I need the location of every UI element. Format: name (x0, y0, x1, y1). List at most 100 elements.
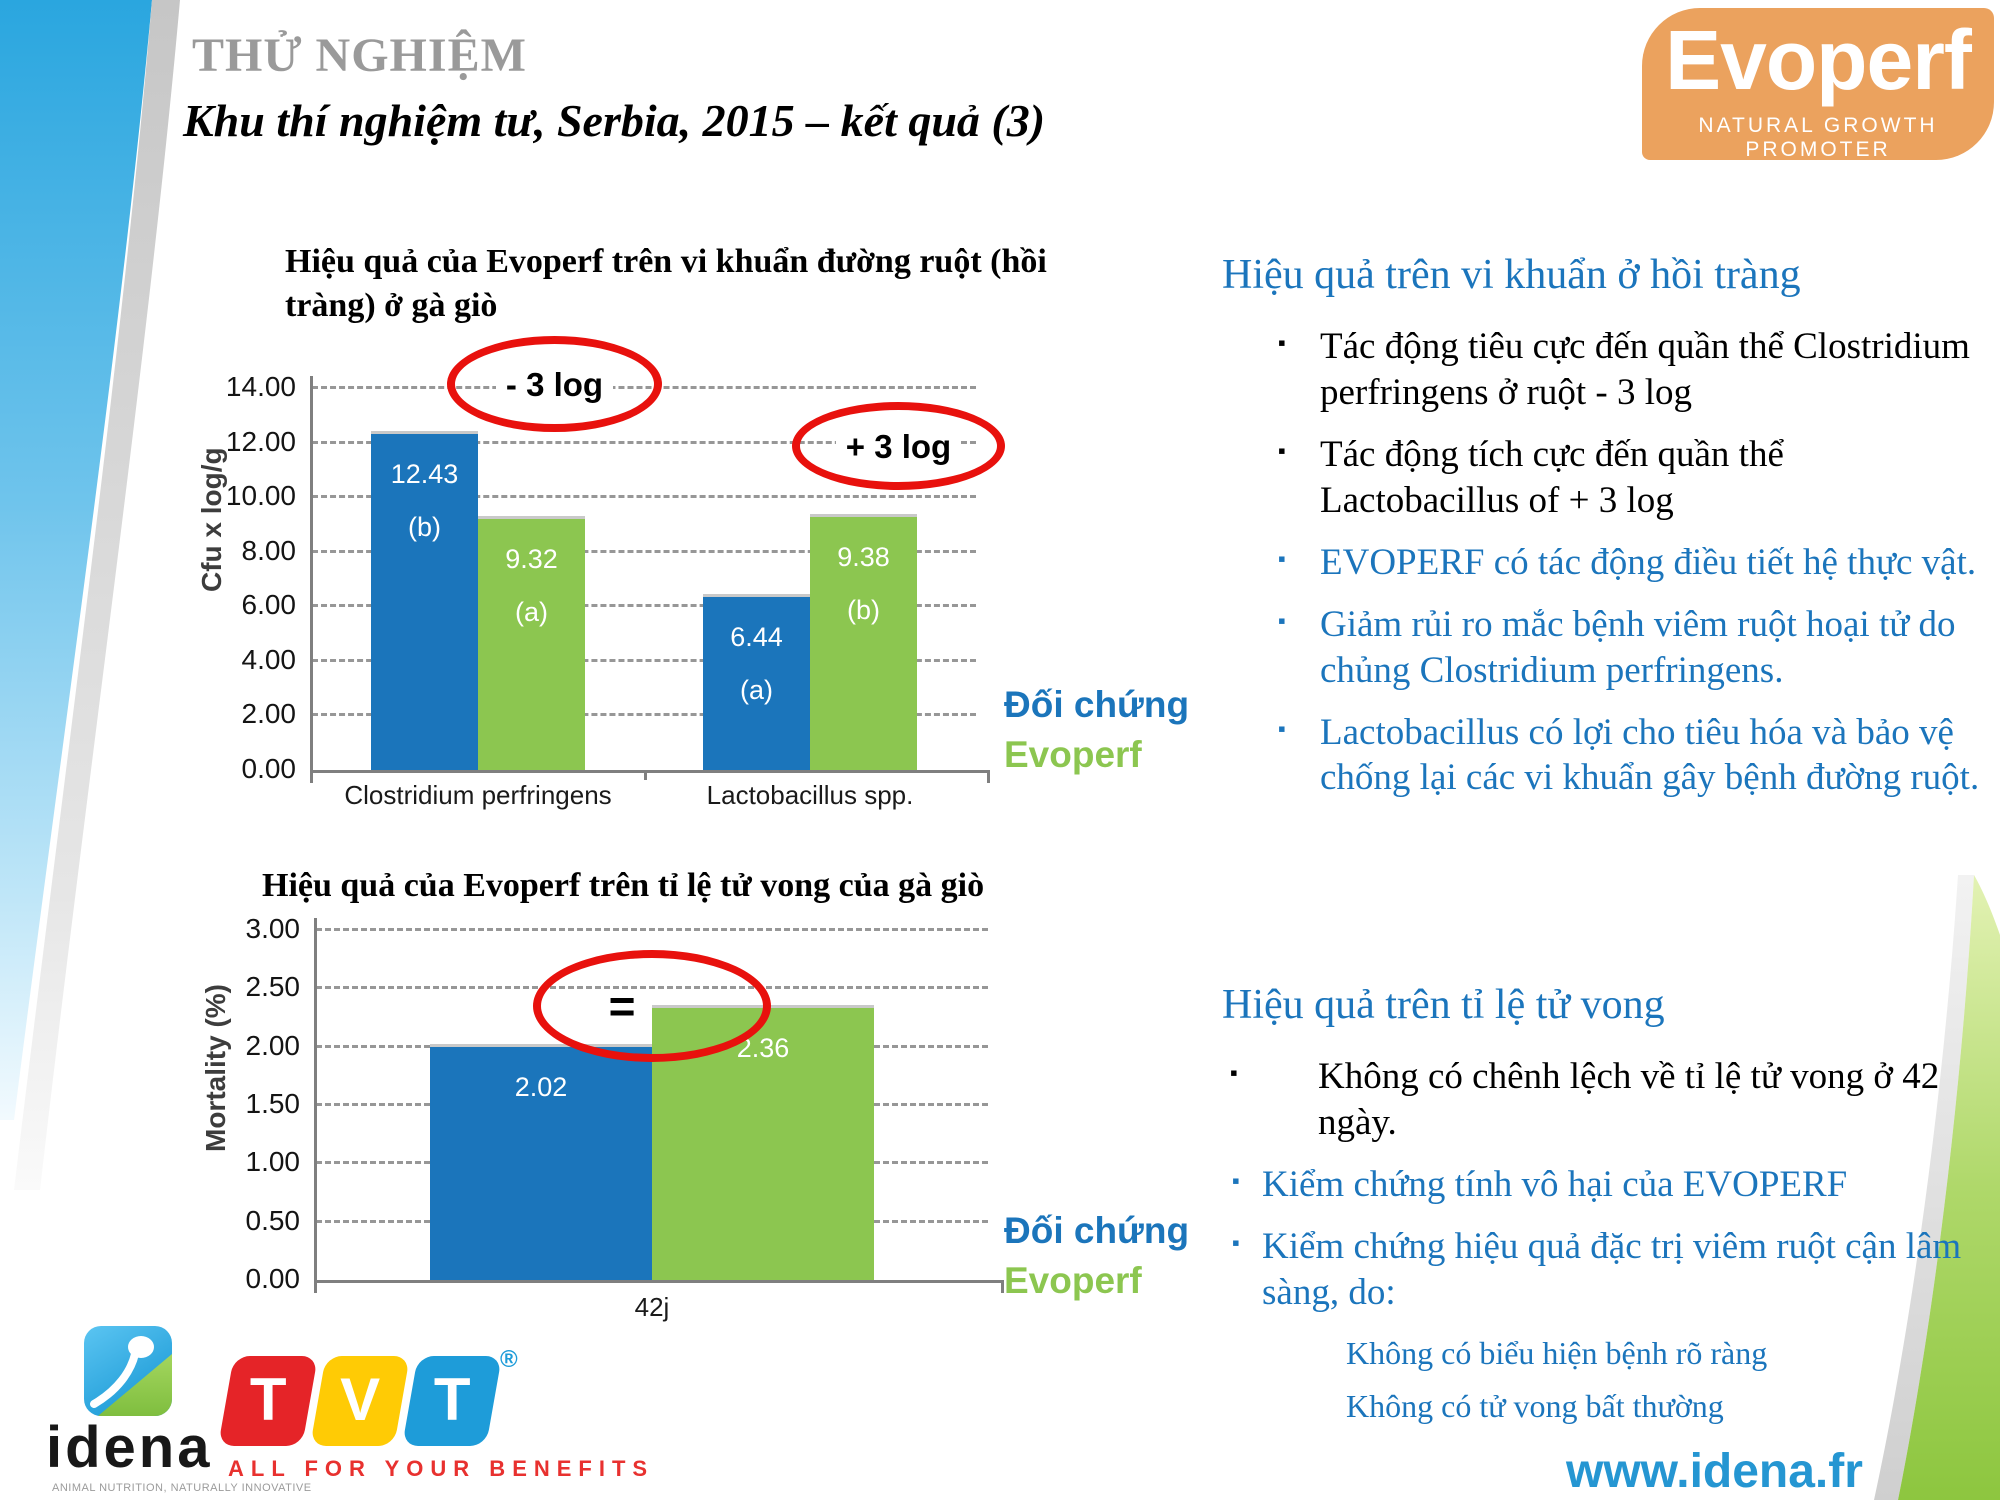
bar-value: 2.02 (514, 1072, 568, 1102)
tvt-logo-tile-yellow: V (310, 1356, 410, 1446)
bullet-text: Kiểm chứng tính vô hại của EVOPERF (1262, 1164, 1848, 1206)
panel-heading-mortality: Hiệu quả trên tỉ lệ tử vong (1222, 982, 1665, 1028)
bar: 9.32 (a) (478, 516, 585, 770)
chart1-y-axis-label: Cfu x log/g (196, 447, 227, 592)
y-tick-label: 3.00 (245, 913, 301, 944)
y-tick-label: 8.00 (241, 534, 297, 566)
gridline (316, 928, 988, 931)
y-tick-label: 1.00 (245, 1146, 301, 1178)
y-tick-label: 12.00 (225, 425, 296, 457)
tvt-slogan: ALL FOR YOUR BENEFITS (228, 1456, 655, 1481)
y-axis-line (310, 376, 313, 778)
bullet-marker-icon: ▪ (1232, 1168, 1240, 1194)
panel-bullet-list: ▪ Không có chênh lệch về tỉ lệ tử vong ở … (1222, 1054, 1987, 1428)
annotation-ellipse: - 3 log (447, 336, 662, 432)
slide-title: Khu thí nghiệm tư, Serbia, 2015 – kết qu… (183, 95, 1046, 146)
tvt-logo-tile-red: T (218, 1356, 318, 1446)
gridline (312, 495, 976, 499)
y-tick-label: 1.50 (245, 1088, 301, 1119)
bar-stat-label: (b) (847, 594, 880, 625)
bullet-text: Giảm rủi ro mắc bệnh viêm ruột hoại tử d… (1320, 603, 1956, 691)
evoperf-logo-tagline: NATURAL GROWTH PROMOTER (1698, 114, 1938, 161)
bar: 12.43 (b) (371, 431, 478, 770)
bullet-marker-icon: ▪ (1278, 545, 1286, 571)
annotation-ellipse: = (533, 950, 771, 1062)
y-tick-label: 4.00 (241, 643, 297, 675)
tvt-logo-tile-blue: T (402, 1356, 502, 1446)
y-axis-line (314, 918, 317, 1288)
panel-ileum-effect: Hiệu quả trên vi khuẩn ở hồi tràng ▪ Tác … (1222, 250, 1987, 817)
bar-stat-label: (a) (515, 596, 548, 627)
chart2-title: Hiệu quả của Evoperf trên tỉ lệ tử vong … (262, 867, 985, 904)
sub-bullet-item: Không có tử vong bất thường (1346, 1387, 1724, 1424)
y-tick-label: 10.00 (225, 480, 296, 512)
tvt-letter: V (340, 1366, 381, 1433)
bar-value: 9.32 (505, 544, 558, 574)
gridline (312, 713, 976, 717)
legend-entry: Evoperf (1004, 734, 1142, 775)
bullet-item: ▪ Tác động tích cực đến quần thể Lactobac… (1222, 432, 1987, 524)
bullet-text: EVOPERF có tác động điều tiết hệ thực vậ… (1320, 541, 1977, 583)
right-swoosh-decoration (1874, 875, 2000, 1500)
slide-kicker: THỬ NGHIỆM (192, 29, 527, 82)
evoperf-logo-name: Evoperf (1665, 13, 1972, 107)
bar-value-label: 9.32 (a) (478, 519, 585, 638)
bullet-text: Lactobacillus có lợi cho tiêu hóa và bảo… (1320, 711, 1980, 799)
idena-tagline: ANIMAL NUTRITION, NATURALLY INNOVATIVE (52, 1482, 312, 1494)
annotation-ellipse: + 3 log (792, 402, 1005, 490)
x-axis-category-divider (644, 770, 647, 780)
legend-entry: Evoperf (1004, 1260, 1142, 1301)
registered-trademark-icon: ® (500, 1346, 518, 1373)
bar-value: 12.43 (390, 459, 459, 489)
bullet-item: ▪ Không có chênh lệch về tỉ lệ tử vong ở … (1222, 1054, 1987, 1146)
category-label: Clostridium perfringens (344, 780, 612, 810)
bullet-item: ▪ EVOPERF có tác động điều tiết hệ thực v… (1222, 540, 1987, 586)
bullet-marker-icon: ▪ (1230, 1060, 1238, 1086)
chart2-y-axis-label: Mortality (%) (200, 984, 231, 1152)
bar: 2.02 (430, 1044, 652, 1280)
gridline (312, 658, 976, 662)
bullet-text: Tác động tích cực đến quần thể Lactobaci… (1320, 434, 1784, 522)
y-tick-label: 2.00 (241, 698, 297, 730)
bar-value-label: 2.02 (430, 1047, 652, 1114)
tvt-letter: T (249, 1366, 287, 1433)
gridline (312, 440, 976, 444)
gridline (312, 604, 976, 608)
annotation-text: - 3 log (495, 365, 614, 403)
bullet-text: Tác động tiêu cực đến quần thể Clostridi… (1320, 326, 1970, 414)
bar-stat-label: (b) (408, 511, 441, 542)
gridline (312, 549, 976, 553)
y-tick-label: 2.50 (245, 971, 301, 1003)
idena-logo-icon (84, 1326, 172, 1416)
bar: 9.38 (b) (810, 514, 917, 770)
legend-entry: Đối chứng (1004, 1210, 1190, 1251)
bullet-item: ▪ Lactobacillus có lợi cho tiêu hóa và bả… (1222, 710, 1987, 802)
chart1-title: Hiệu quả của Evoperf trên vi khuẩn đường… (285, 243, 1047, 325)
bullet-text: Kiểm chứng hiệu quả đặc trị viêm ruột cậ… (1262, 1226, 1962, 1313)
evoperf-logo: Evoperf NATURAL GROWTH PROMOTER (1642, 8, 1994, 161)
bar-stat-label: (a) (740, 674, 773, 705)
bullet-item: ▪ Tác động tiêu cực đến quần thể Clostrid… (1222, 324, 1987, 416)
bullet-marker-icon: ▪ (1278, 438, 1286, 464)
tvt-letter: T (433, 1366, 471, 1433)
y-tick-label: 6.00 (241, 589, 297, 621)
x-axis-line (310, 770, 990, 783)
bullet-marker-icon: ▪ (1278, 330, 1286, 356)
panel-mortality-effect: Hiệu quả trên tỉ lệ tử vong ▪ Không có ch… (1222, 980, 1987, 1438)
x-axis-line (314, 1280, 1004, 1293)
bullet-item: ▪ Kiểm chứng hiệu quả đặc trị viêm ruột c… (1222, 1224, 1987, 1316)
y-tick-label: 0.50 (245, 1204, 301, 1236)
left-swoosh-decoration (0, 0, 180, 1190)
panel-bullet-list: ▪ Tác động tiêu cực đến quần thể Clostrid… (1222, 324, 1987, 801)
bullet-marker-icon: ▪ (1232, 1230, 1240, 1256)
bullet-marker-icon: ▪ (1278, 715, 1286, 741)
bullet-marker-icon: ▪ (1278, 607, 1286, 633)
website-link[interactable]: www.idena.fr (1566, 1445, 1863, 1498)
category-label: Lactobacillus spp. (706, 780, 914, 810)
sub-bullet-item: Không có biểu hiện bệnh rõ ràng (1346, 1334, 1768, 1371)
panel-heading-ileum: Hiệu quả trên vi khuẩn ở hồi tràng (1222, 252, 1801, 298)
y-tick-label: 0.00 (241, 753, 297, 784)
bar-value-label: 6.44 (a) (703, 597, 810, 716)
legend-entry: Đối chứng (1004, 684, 1190, 725)
